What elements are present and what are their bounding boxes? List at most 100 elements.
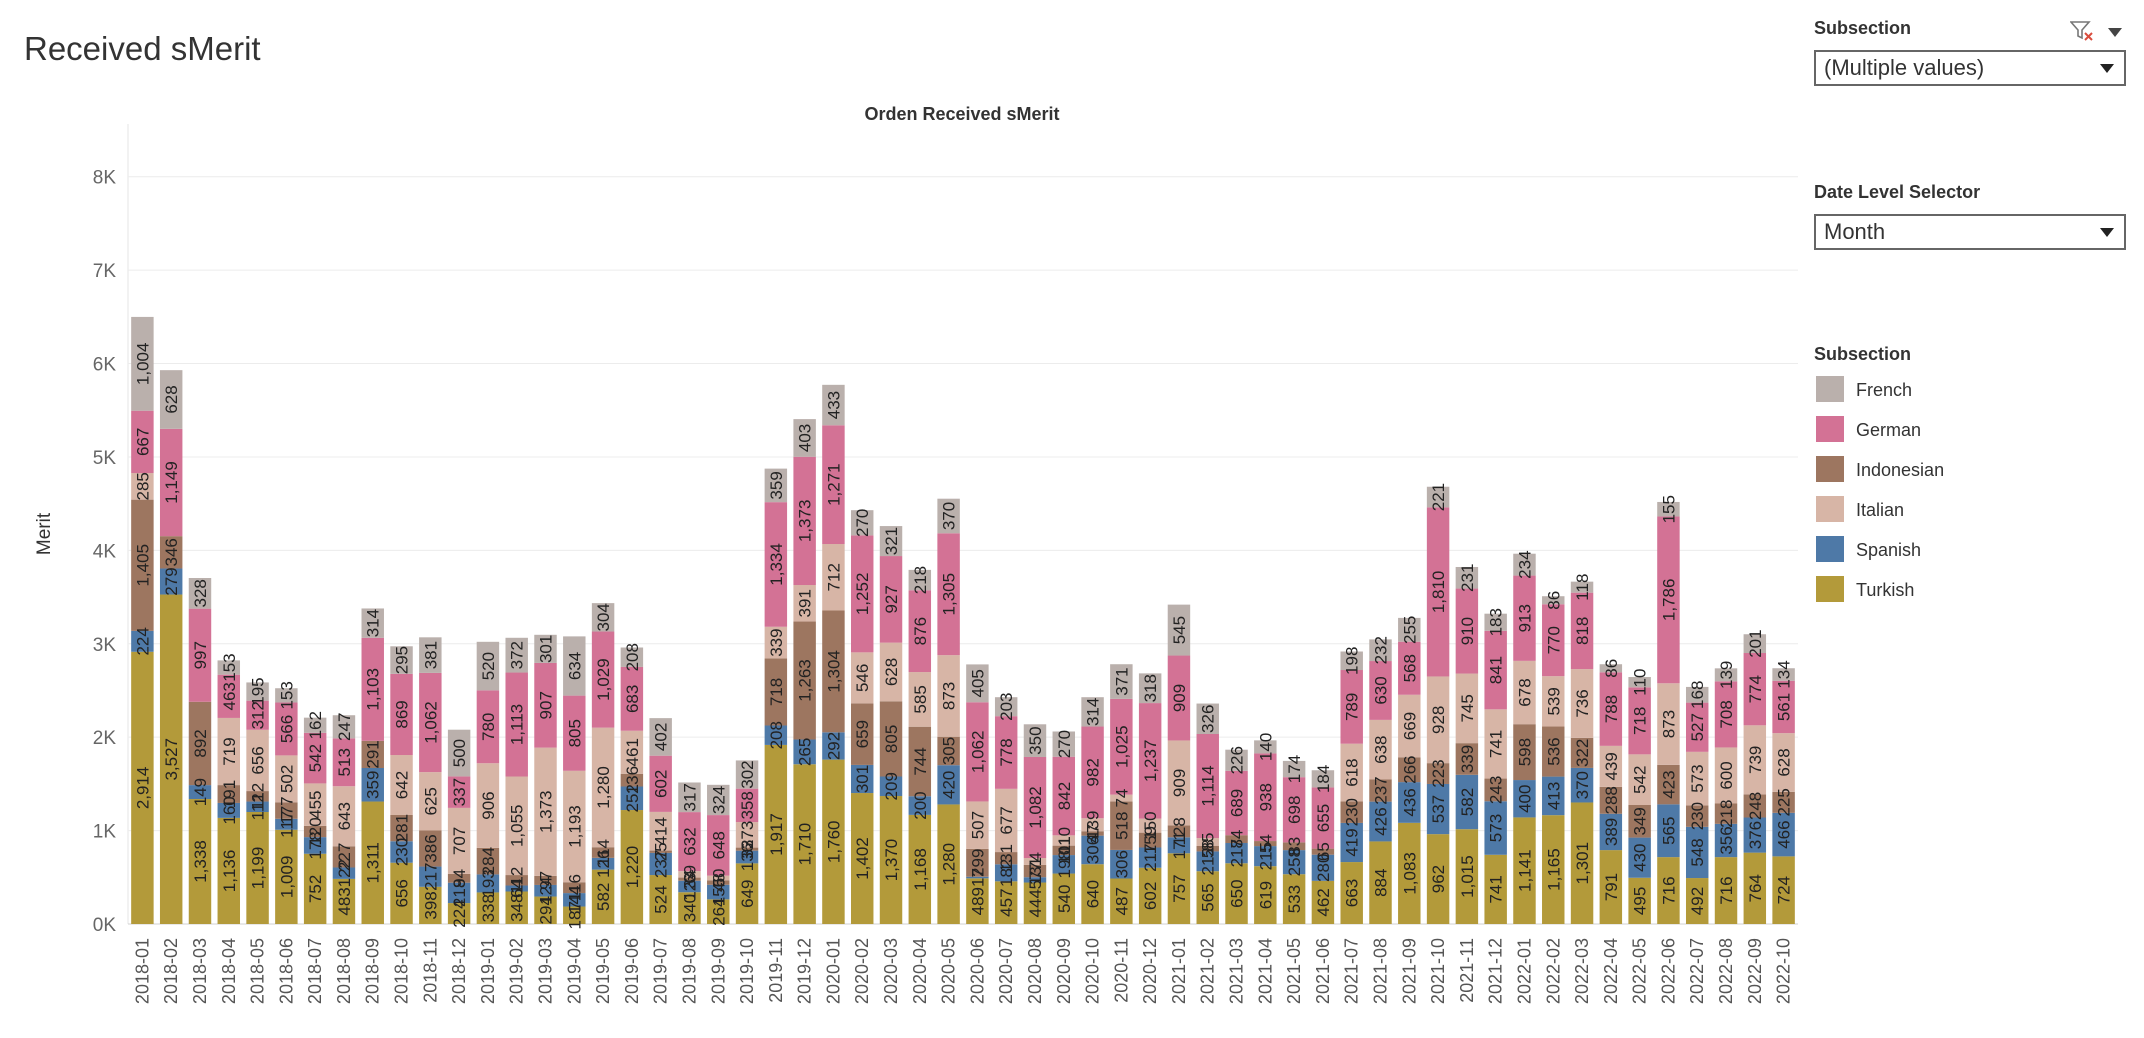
data-label: 159 <box>1141 826 1160 854</box>
bar-segment-indonesian <box>678 877 701 881</box>
legend-item-french[interactable]: French <box>1816 376 2076 404</box>
data-label: 97 <box>537 871 556 890</box>
bar-segment-indonesian <box>563 882 586 894</box>
bar-segment-french <box>1196 703 1219 735</box>
data-label: 258 <box>1285 848 1304 876</box>
bar-segment-turkish <box>1081 864 1104 924</box>
data-label: 116 <box>565 874 584 901</box>
data-label: 568 <box>1400 654 1419 682</box>
bar-segment-indonesian <box>1484 778 1507 802</box>
bar-segment-german <box>707 815 730 876</box>
data-label: 712 <box>824 563 843 591</box>
data-label: 1,280 <box>940 843 959 886</box>
bar-segment-french <box>1398 617 1421 642</box>
bar-segment-french <box>159 370 183 429</box>
data-label: 634 <box>565 652 584 680</box>
data-label: 237 <box>1372 776 1391 804</box>
bar-segment-german <box>1110 698 1133 795</box>
filter-menu-caret-icon[interactable] <box>2108 28 2122 37</box>
bar-segment-italian <box>1023 858 1047 865</box>
legend-item-german[interactable]: German <box>1816 416 2076 444</box>
data-label: 215 <box>1256 842 1275 870</box>
data-label: 561 <box>1775 693 1794 721</box>
x-tick-label: 2021-11 <box>1457 938 1477 1003</box>
y-tick-label: 2K <box>93 728 117 749</box>
data-label: 218 <box>911 566 930 594</box>
legend-item-turkish[interactable]: Turkish <box>1816 576 2076 604</box>
data-label: 764 <box>1746 874 1765 902</box>
data-label: 112 <box>249 793 268 820</box>
bar-segment-indonesian <box>1196 846 1219 852</box>
data-label: 200 <box>911 791 930 819</box>
data-label: 724 <box>1775 876 1794 904</box>
x-tick-label: 2021-06 <box>1313 938 1333 1004</box>
bar-segment-spanish <box>1772 812 1795 857</box>
bar-segment-spanish <box>1225 843 1248 864</box>
data-label: 1,025 <box>1112 725 1131 768</box>
data-label: 444 <box>1026 889 1045 917</box>
data-label: 1,149 <box>162 461 181 504</box>
bar-segment-turkish <box>822 759 845 924</box>
bar-segment-spanish <box>994 864 1018 882</box>
x-tick-label: 2021-10 <box>1428 938 1448 1004</box>
data-label: 533 <box>1285 885 1304 913</box>
date-level-dropdown[interactable]: Month <box>1814 214 2126 250</box>
data-label: 306 <box>1084 836 1103 864</box>
bar-segment-indonesian <box>275 802 298 819</box>
bar-segment-indonesian <box>390 814 413 842</box>
bar-segment-spanish <box>1052 855 1076 874</box>
bar-segment-spanish <box>1685 826 1709 879</box>
legend-swatch <box>1816 416 1844 442</box>
data-label: 57 <box>1026 870 1045 889</box>
bar-segment-italian <box>879 642 903 702</box>
legend-item-indonesian[interactable]: Indonesian <box>1816 456 2076 484</box>
bar-segment-french <box>1167 604 1191 656</box>
bar-segment-french <box>505 637 528 673</box>
bar-segment-italian <box>1426 676 1450 764</box>
data-label: 279 <box>162 567 181 595</box>
bar-segment-french <box>1081 697 1104 727</box>
bar-segment-french <box>1455 566 1479 589</box>
bar-segment-turkish <box>879 796 903 924</box>
bar-segment-italian <box>707 875 730 881</box>
data-label: 1,009 <box>277 856 296 899</box>
clear-filter-icon[interactable] <box>2070 20 2094 42</box>
data-label: 1,786 <box>1659 579 1678 622</box>
data-label: 83 <box>1285 837 1304 856</box>
bar-segment-italian <box>563 770 586 883</box>
data-label: 524 <box>652 885 671 913</box>
bar-segment-italian <box>1340 743 1363 802</box>
data-label: 419 <box>1343 828 1362 856</box>
data-label: 1,373 <box>537 790 556 833</box>
bar-segment-french <box>822 384 845 426</box>
chart-title: Orden Received sMerit <box>864 104 1059 124</box>
bar-segment-spanish <box>563 893 586 907</box>
bar-segment-turkish <box>447 903 471 924</box>
data-label: 736 <box>1573 689 1592 717</box>
subsection-dropdown[interactable]: (Multiple values) <box>1814 50 2126 86</box>
bar-segment-turkish <box>1311 880 1335 924</box>
x-tick-label: 2021-05 <box>1284 938 1304 1004</box>
data-label: 160 <box>220 796 239 824</box>
data-label: 349 <box>1631 807 1650 835</box>
data-label: 462 <box>1314 888 1333 916</box>
data-label: 1,917 <box>767 813 786 856</box>
bar-segment-turkish <box>620 810 644 924</box>
data-label: 322 <box>1573 739 1592 767</box>
data-label: 74 <box>1112 789 1131 808</box>
bar-segment-indonesian <box>505 875 528 886</box>
bar-segment-indonesian <box>908 726 932 797</box>
legend-item-italian[interactable]: Italian <box>1816 496 2076 524</box>
bar-segment-turkish <box>1340 862 1363 924</box>
data-label: 841 <box>1487 656 1506 684</box>
bar-segment-italian <box>1714 747 1738 804</box>
bar-segment-french <box>1599 664 1623 673</box>
data-label: 339 <box>1458 745 1477 773</box>
bar-segment-indonesian <box>649 850 672 853</box>
bar-segment-spanish <box>131 630 154 652</box>
bar-segment-turkish <box>764 744 788 924</box>
legend-item-spanish[interactable]: Spanish <box>1816 536 2076 564</box>
data-label: 805 <box>565 719 584 747</box>
bar-segment-french <box>966 664 989 703</box>
